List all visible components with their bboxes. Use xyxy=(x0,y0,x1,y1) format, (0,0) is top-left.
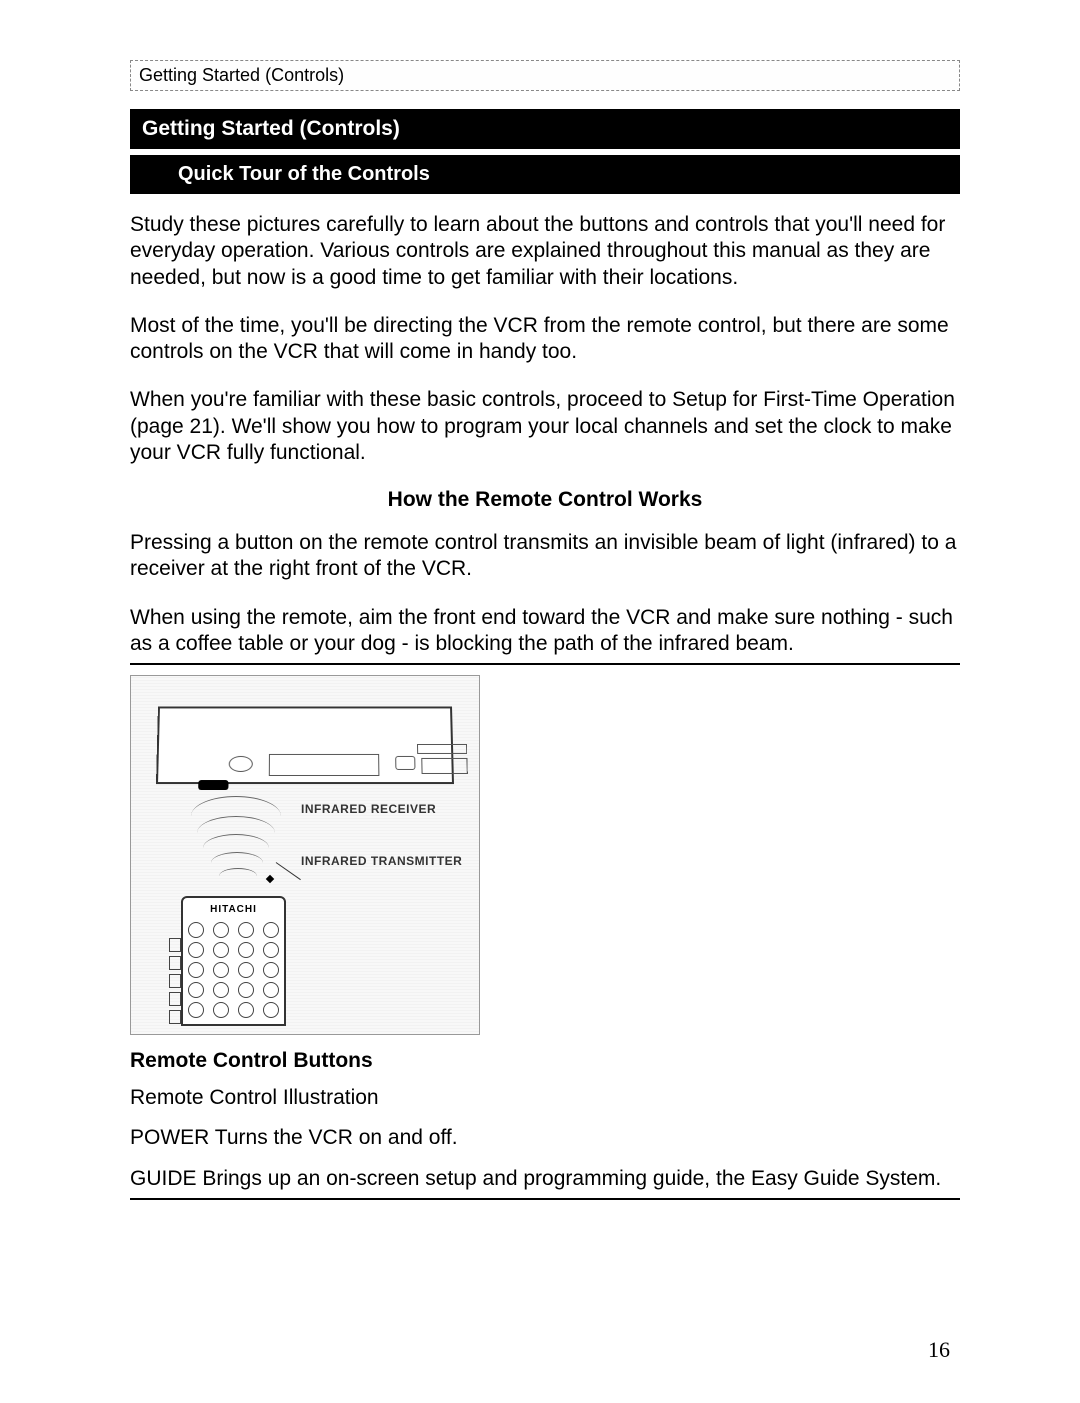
vcr-remote-illustration: INFRARED RECEIVER INFRARED TRANSMITTER H… xyxy=(130,675,480,1035)
section-header-main: Getting Started (Controls) xyxy=(130,109,960,149)
remote-brand-label: HITACHI xyxy=(183,904,284,915)
body-paragraph: When using the remote, aim the front end… xyxy=(130,605,960,666)
vcr-icon xyxy=(156,706,454,784)
body-paragraph: Remote Control Illustration xyxy=(130,1085,960,1111)
body-paragraph: POWER Turns the VCR on and off. xyxy=(130,1125,960,1151)
body-paragraph: Most of the time, you'll be directing th… xyxy=(130,313,960,366)
remote-icon: HITACHI xyxy=(181,896,286,1026)
heading-remote-works: How the Remote Control Works xyxy=(130,488,960,512)
page-number: 16 xyxy=(928,1337,950,1363)
body-paragraph: Study these pictures carefully to learn … xyxy=(130,212,960,291)
heading-remote-buttons: Remote Control Buttons xyxy=(130,1049,960,1073)
body-paragraph: GUIDE Brings up an on-screen setup and p… xyxy=(130,1166,960,1200)
transmitter-label: INFRARED TRANSMITTER xyxy=(301,854,462,868)
body-paragraph: When you're familiar with these basic co… xyxy=(130,387,960,466)
receiver-label: INFRARED RECEIVER xyxy=(301,802,436,816)
section-header-sub: Quick Tour of the Controls xyxy=(130,155,960,194)
breadcrumb: Getting Started (Controls) xyxy=(130,60,960,91)
body-paragraph: Pressing a button on the remote control … xyxy=(130,530,960,583)
